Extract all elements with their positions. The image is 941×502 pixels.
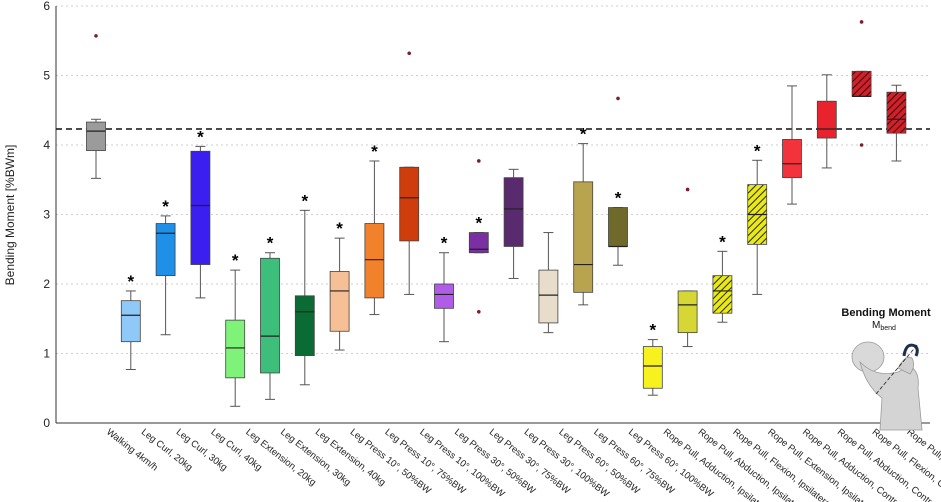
significance-star: * <box>232 251 239 270</box>
box-group <box>399 51 420 295</box>
significance-star: * <box>441 234 448 253</box>
box <box>782 139 802 179</box>
significance-star: * <box>336 219 343 238</box>
box <box>434 283 454 309</box>
box-group: * <box>120 272 141 370</box>
box <box>816 100 837 139</box>
box-group: * <box>364 142 385 316</box>
outlier-point <box>616 96 620 101</box>
y-tick-label: 3 <box>43 208 50 222</box>
inset-title: Bending Moment <box>841 307 931 319</box>
box-group: * <box>294 191 315 386</box>
box <box>120 300 141 343</box>
box-group: * <box>747 141 768 295</box>
significance-star: * <box>719 232 726 251</box>
box <box>573 181 594 293</box>
axes <box>55 6 930 424</box>
box <box>851 70 872 97</box>
box <box>712 275 733 314</box>
box <box>399 166 420 242</box>
box-group: * <box>260 234 280 400</box>
box <box>225 319 246 379</box>
box-group <box>503 168 524 279</box>
boxes: * * * * * * * * * * * * * * * <box>86 20 907 407</box>
box-group: * <box>225 251 246 407</box>
bending-arrow-icon <box>875 343 919 395</box>
y-tick-label: 0 <box>43 416 50 430</box>
box-group <box>886 84 907 162</box>
y-tick-label: 1 <box>43 347 50 361</box>
box-group: * <box>573 125 594 306</box>
significance-star: * <box>301 191 308 210</box>
significance-star: * <box>162 197 169 216</box>
box-group: * <box>642 321 663 396</box>
significance-star: * <box>649 321 656 340</box>
outlier-point <box>685 187 690 192</box>
box-group: * <box>712 232 733 323</box>
box-group <box>851 20 872 147</box>
box <box>468 232 489 254</box>
significance-star: * <box>475 214 482 233</box>
box <box>677 290 698 334</box>
y-tick-label: 5 <box>43 69 50 83</box>
y-tick-label: 2 <box>43 277 50 291</box>
box-group: * <box>190 127 211 299</box>
box-group <box>538 232 559 334</box>
femur-bone-icon <box>851 341 923 431</box>
outlier-point <box>94 34 98 38</box>
box <box>155 223 176 277</box>
outlier-point <box>859 20 864 24</box>
y-tick-label: 4 <box>43 138 50 152</box>
box <box>538 269 559 324</box>
outlier-point <box>859 143 864 147</box>
box <box>294 295 315 356</box>
box <box>503 177 524 247</box>
box-group <box>677 187 698 348</box>
box <box>190 150 211 265</box>
box-group: * <box>608 96 628 266</box>
box-group <box>86 34 106 179</box>
outlier-point <box>477 159 481 163</box>
y-tick-label: 6 <box>43 0 50 13</box>
box <box>260 257 280 374</box>
box <box>642 346 663 389</box>
femur-inset: Bending Moment Mbend <box>841 307 931 431</box>
box-group: * <box>155 197 176 336</box>
box-group: * <box>434 234 454 343</box>
box-group: * <box>468 159 489 314</box>
significance-star: * <box>371 142 378 161</box>
significance-star: * <box>127 272 134 291</box>
significance-star: * <box>615 189 622 208</box>
box <box>86 121 106 151</box>
outlier-point <box>407 51 412 56</box>
significance-star: * <box>754 141 761 160</box>
y-tick-labels: 0 1 2 3 4 5 6 <box>43 0 50 430</box>
box-group <box>816 74 837 169</box>
significance-star: * <box>580 125 587 144</box>
significance-star: * <box>197 127 204 146</box>
box <box>329 271 350 332</box>
box <box>364 223 385 299</box>
box-group <box>782 85 802 205</box>
y-axis-label: Bending Moment [%BWm] <box>3 145 17 286</box>
box <box>886 91 907 134</box>
box-group: * <box>329 219 350 351</box>
significance-star: * <box>267 234 274 253</box>
outlier-point <box>477 310 481 314</box>
box <box>608 207 628 247</box>
grid-lines <box>56 5 930 354</box>
inset-subtitle: Mbend <box>872 320 896 332</box>
